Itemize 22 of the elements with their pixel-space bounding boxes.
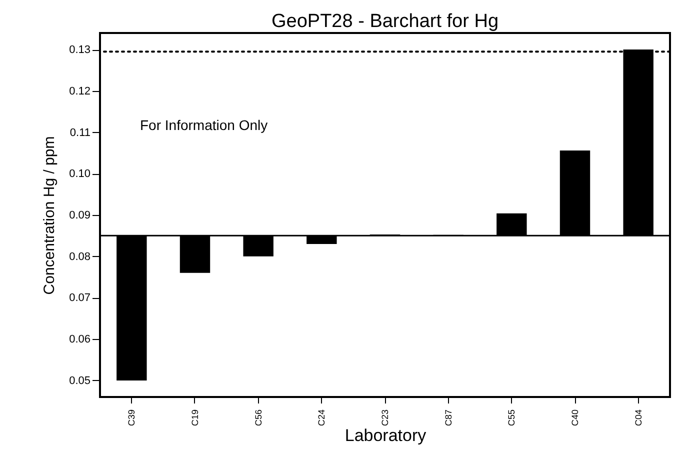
x-tick-label: C40 xyxy=(570,410,580,426)
y-tick-label: 0.10 xyxy=(69,168,90,180)
y-axis-title: Concentration Hg / ppm xyxy=(41,136,58,295)
x-axis-title: Laboratory xyxy=(344,426,427,446)
y-tick-label: 0.13 xyxy=(69,44,90,56)
y-tick-label: 0.05 xyxy=(69,374,90,387)
x-tick-label: C87 xyxy=(443,410,454,426)
y-tick-label: 0.07 xyxy=(69,292,90,304)
x-tick-label: C56 xyxy=(253,410,264,426)
y-tick-label: 0.06 xyxy=(69,334,90,346)
annotation: For Information Only xyxy=(140,117,268,133)
x-tick-label: C39 xyxy=(126,410,137,426)
x-tick-label: C55 xyxy=(506,410,517,426)
x-tick-label: C04 xyxy=(633,410,644,426)
y-tick-label: 0.08 xyxy=(69,250,90,263)
x-tick-label: C24 xyxy=(316,410,327,426)
x-tick-label: C19 xyxy=(190,410,200,426)
chart-title: GeoPT28 - Barchart for Hg xyxy=(271,11,499,32)
y-tick-label: 0.12 xyxy=(69,85,90,98)
y-tick-label: 0.11 xyxy=(70,126,90,139)
x-tick-label: C23 xyxy=(380,410,390,426)
y-tick-label: 0.09 xyxy=(69,210,90,222)
